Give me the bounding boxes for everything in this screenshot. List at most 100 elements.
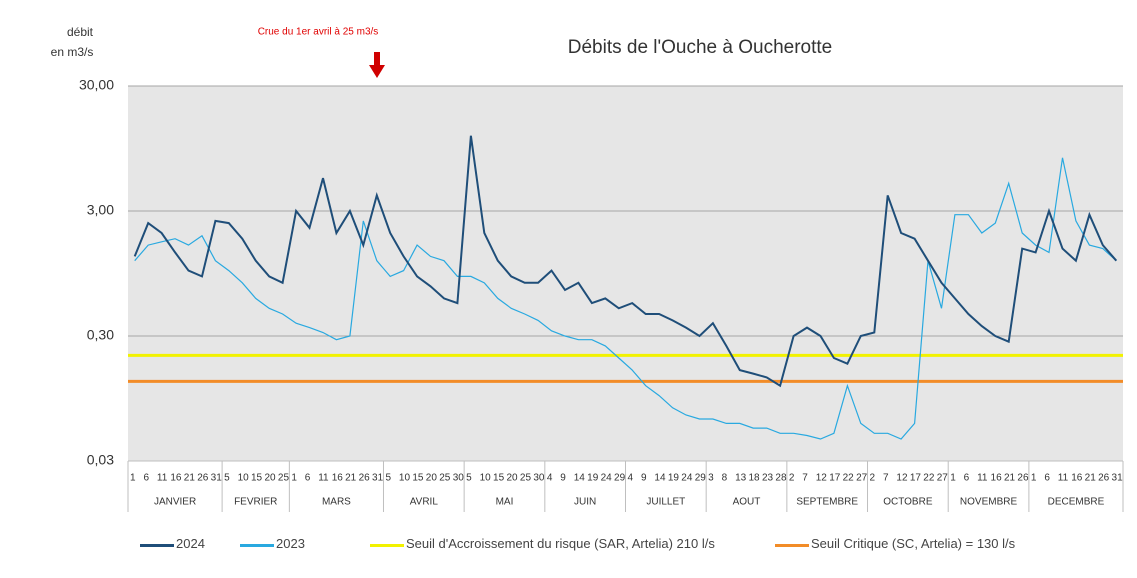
month-label: NOVEMBRE [960, 497, 1018, 508]
legend-item: 2023 [240, 536, 350, 551]
x-tick-label: 16 [991, 473, 1003, 484]
legend-swatch [775, 544, 809, 547]
month-label: MARS [322, 497, 351, 508]
x-tick-label: 3 [708, 473, 714, 484]
x-tick-label: 29 [614, 473, 626, 484]
x-tick-label: 27 [856, 473, 868, 484]
x-tick-label: 4 [547, 473, 553, 484]
x-tick-label: 30 [453, 473, 465, 484]
y-axis-label: en m3/s [51, 45, 94, 59]
x-tick-label: 1 [950, 473, 956, 484]
x-tick-label: 25 [520, 473, 532, 484]
x-tick-label: 24 [681, 473, 693, 484]
x-tick-label: 15 [251, 473, 263, 484]
x-tick-label: 15 [493, 473, 505, 484]
x-tick-label: 11 [157, 473, 168, 484]
y-tick-label: 0,03 [87, 452, 114, 468]
x-tick-label: 9 [641, 473, 647, 484]
legend-item: Seuil d'Accroissement du risque (SAR, Ar… [370, 536, 750, 551]
chart-title: Débits de l'Ouche à Oucherotte [568, 37, 833, 58]
legend-swatch [240, 544, 274, 547]
month-label: FEVRIER [234, 497, 277, 508]
y-tick-label: 30,00 [79, 77, 114, 93]
x-tick-label: 2 [789, 473, 795, 484]
x-tick-label: 12 [896, 473, 908, 484]
x-tick-label: 23 [762, 473, 774, 484]
x-tick-label: 7 [883, 473, 889, 484]
legend-label: 2023 [276, 536, 305, 551]
month-label: DECEMBRE [1048, 497, 1105, 508]
x-tick-label: 5 [224, 473, 230, 484]
x-tick-label: 11 [318, 473, 329, 484]
month-label: JANVIER [154, 497, 196, 508]
x-tick-label: 8 [722, 473, 728, 484]
month-label: SEPTEMBRE [796, 497, 858, 508]
x-tick-label: 15 [412, 473, 424, 484]
x-tick-label: 12 [816, 473, 828, 484]
x-tick-label: 5 [385, 473, 391, 484]
x-tick-label: 5 [466, 473, 472, 484]
x-tick-label: 16 [170, 473, 182, 484]
x-tick-label: 28 [775, 473, 787, 484]
x-tick-label: 29 [695, 473, 707, 484]
x-tick-label: 16 [332, 473, 344, 484]
x-tick-label: 18 [749, 473, 761, 484]
month-label: AVRIL [410, 497, 439, 508]
legend-label: Seuil d'Accroissement du risque (SAR, Ar… [406, 536, 715, 551]
x-tick-label: 26 [197, 473, 209, 484]
annotation-arrow [369, 52, 385, 78]
y-tick-label: 0,30 [87, 327, 114, 343]
x-tick-label: 22 [843, 473, 855, 484]
x-tick-label: 16 [1071, 473, 1083, 484]
month-label: OCTOBRE [883, 497, 933, 508]
x-tick-label: 26 [359, 473, 371, 484]
legend-item: 2024 [140, 536, 220, 551]
x-tick-label: 7 [802, 473, 808, 484]
y-axis-label: débit [67, 25, 94, 39]
month-label: JUIN [574, 497, 596, 508]
x-tick-label: 4 [628, 473, 634, 484]
x-tick-label: 1 [130, 473, 136, 484]
x-tick-label: 20 [426, 473, 438, 484]
x-tick-label: 26 [1098, 473, 1110, 484]
x-tick-label: 27 [937, 473, 949, 484]
x-tick-label: 1 [1031, 473, 1037, 484]
x-tick-label: 25 [439, 473, 451, 484]
x-tick-label: 19 [668, 473, 680, 484]
month-label: AOUT [733, 497, 761, 508]
x-tick-label: 24 [601, 473, 613, 484]
x-tick-label: 31 [211, 473, 223, 484]
annotation: Crue du 1er avril à 25 m3/s [258, 27, 379, 38]
x-tick-label: 6 [305, 473, 311, 484]
x-tick-label: 9 [560, 473, 566, 484]
x-tick-label: 2 [870, 473, 876, 484]
month-label: JUILLET [646, 497, 685, 508]
x-tick-label: 10 [480, 473, 492, 484]
x-tick-label: 6 [1044, 473, 1050, 484]
x-tick-label: 20 [264, 473, 276, 484]
series-line [134, 157, 1117, 440]
x-tick-label: 19 [587, 473, 599, 484]
legend-swatch [370, 544, 404, 547]
x-tick-label: 25 [278, 473, 290, 484]
x-tick-label: 10 [399, 473, 411, 484]
series-line [133, 135, 1118, 388]
x-tick-label: 30 [533, 473, 545, 484]
x-tick-label: 6 [964, 473, 970, 484]
x-tick-label: 11 [977, 473, 988, 484]
x-tick-label: 22 [923, 473, 935, 484]
legend-label: 2024 [176, 536, 205, 551]
x-tick-label: 20 [506, 473, 518, 484]
plot-area [128, 86, 1123, 461]
legend-label: Seuil Critique (SC, Artelia) = 130 l/s [811, 536, 1016, 551]
x-tick-label: 17 [910, 473, 922, 484]
x-tick-label: 10 [238, 473, 250, 484]
x-tick-label: 21 [184, 473, 196, 484]
x-tick-label: 14 [654, 473, 666, 484]
x-tick-label: 31 [372, 473, 384, 484]
x-tick-label: 14 [574, 473, 586, 484]
x-tick-label: 26 [1017, 473, 1029, 484]
x-tick-label: 31 [1112, 473, 1124, 484]
